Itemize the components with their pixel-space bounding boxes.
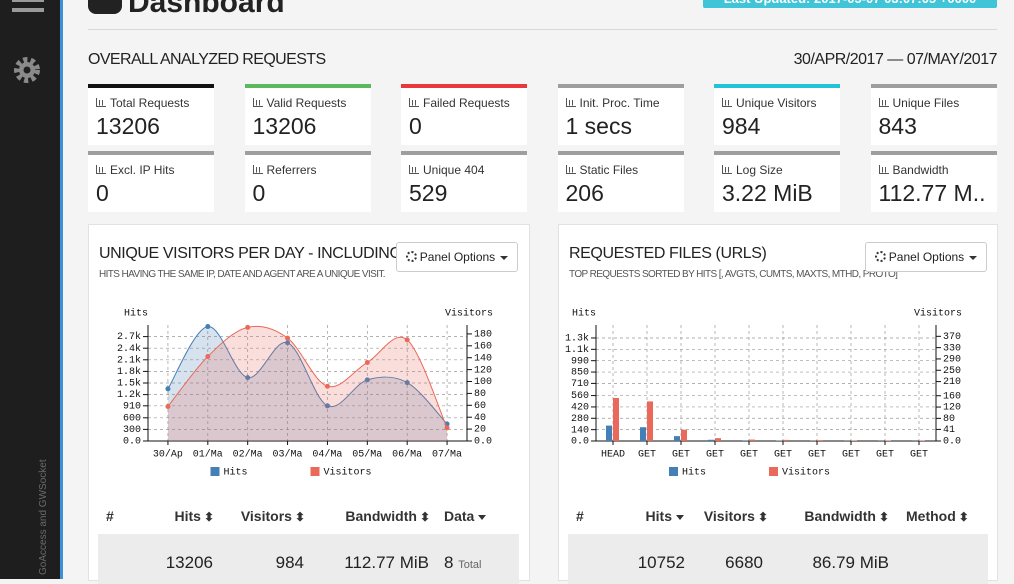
x-tick-label: 01/Ma [193, 449, 223, 461]
y2-tick-label: 250 [943, 366, 961, 377]
y2-tick-label: 120 [943, 403, 961, 414]
y2-tick-label: 100 [474, 377, 492, 388]
legend-label: Hits [224, 467, 248, 479]
x-tick-label: GET [842, 450, 860, 461]
point [205, 324, 210, 329]
y2-tick-label: 210 [943, 377, 961, 388]
y2-tick-label: 80 [943, 414, 955, 425]
x-tick-label: GET [638, 450, 656, 461]
x-tick-label: 02/Ma [233, 449, 263, 461]
x-tick-label: GET [672, 450, 690, 461]
y-tick-label: 2.4k [117, 343, 141, 355]
y-tick-label: 420 [571, 403, 589, 414]
bar [919, 440, 925, 441]
legend-swatch [211, 467, 220, 476]
y-tick-label: 0.0 [123, 437, 141, 448]
point [325, 384, 330, 389]
x-tick-label: 03/Ma [273, 449, 303, 461]
y2-tick-label: 140 [474, 353, 492, 364]
point [365, 360, 370, 365]
point [285, 336, 290, 341]
y-tick-label: 850 [571, 368, 589, 379]
y-tick-label: 300 [123, 425, 141, 436]
y2-tick-label: 0.0 [474, 437, 492, 448]
y-tick-label: 0.0 [571, 437, 589, 448]
y2-tick-label: 370 [943, 332, 961, 343]
x-tick-label: GET [706, 450, 724, 461]
x-tick-label: HEAD [601, 450, 625, 461]
x-tick-label: 04/Ma [312, 449, 342, 461]
y-tick-label: 910 [123, 401, 141, 412]
y2-axis-label: Visitors [914, 308, 962, 320]
x-tick-label: GET [740, 450, 758, 461]
y-tick-label: 2.7k [117, 331, 141, 343]
y2-tick-label: 80 [474, 389, 486, 400]
y-axis-label: Hits [124, 308, 148, 320]
legend-swatch [769, 467, 778, 476]
bar [742, 440, 748, 441]
point [165, 386, 170, 391]
x-tick-label: GET [876, 450, 894, 461]
y-tick-label: 710 [571, 379, 589, 390]
legend-label: Hits [682, 467, 706, 479]
x-tick-label: 06/Ma [392, 449, 422, 461]
y-tick-label: 2.1k [117, 354, 141, 366]
y-tick-label: 990 [571, 356, 589, 367]
y-tick-label: 560 [571, 391, 589, 402]
y2-tick-label: 40 [474, 413, 486, 424]
y2-axis-label: Visitors [445, 308, 493, 320]
point [245, 325, 250, 330]
y-tick-label: 1.5k [117, 378, 141, 390]
bar [851, 440, 857, 441]
y-tick-label: 1.3k [565, 333, 589, 345]
y2-tick-label: 180 [474, 330, 492, 341]
legend-label: Visitors [782, 467, 830, 479]
point [405, 337, 410, 342]
y2-tick-label: 120 [474, 365, 492, 376]
x-tick-label: GET [774, 450, 792, 461]
y-tick-label: 1.1k [565, 344, 589, 356]
point [165, 404, 170, 409]
y-tick-label: 1.2k [117, 389, 141, 401]
bar [681, 430, 687, 441]
bar [885, 440, 891, 441]
bar [613, 398, 619, 441]
x-tick-label: 05/Ma [352, 449, 382, 461]
bar [783, 440, 789, 441]
bar [606, 426, 612, 441]
y2-tick-label: 290 [943, 355, 961, 366]
bar [647, 401, 653, 441]
bar [708, 440, 714, 441]
y2-tick-label: 160 [474, 341, 492, 352]
x-tick-label: 07/Ma [432, 449, 462, 461]
y2-tick-label: 20 [474, 425, 486, 436]
y-tick-label: 1.8k [117, 366, 141, 378]
y2-tick-label: 0.0 [943, 437, 961, 448]
legend-swatch [669, 467, 678, 476]
point [445, 425, 450, 430]
bar [817, 440, 823, 441]
bar [674, 436, 680, 441]
y-tick-label: 140 [571, 425, 589, 436]
y-tick-label: 280 [571, 414, 589, 425]
legend-label: Visitors [324, 467, 372, 479]
bar [640, 427, 646, 441]
x-tick-label: GET [910, 450, 928, 461]
y-axis-label: Hits [572, 308, 596, 320]
x-tick-label: 30/Ap [153, 449, 183, 461]
bar [715, 438, 721, 441]
point [205, 354, 210, 359]
bar [749, 440, 755, 441]
y2-tick-label: 330 [943, 343, 961, 354]
y2-tick-label: 41 [943, 425, 955, 436]
y2-tick-label: 60 [474, 401, 486, 412]
legend-swatch [311, 467, 320, 476]
x-tick-label: GET [808, 450, 826, 461]
y-tick-label: 600 [123, 413, 141, 424]
y2-tick-label: 160 [943, 391, 961, 402]
